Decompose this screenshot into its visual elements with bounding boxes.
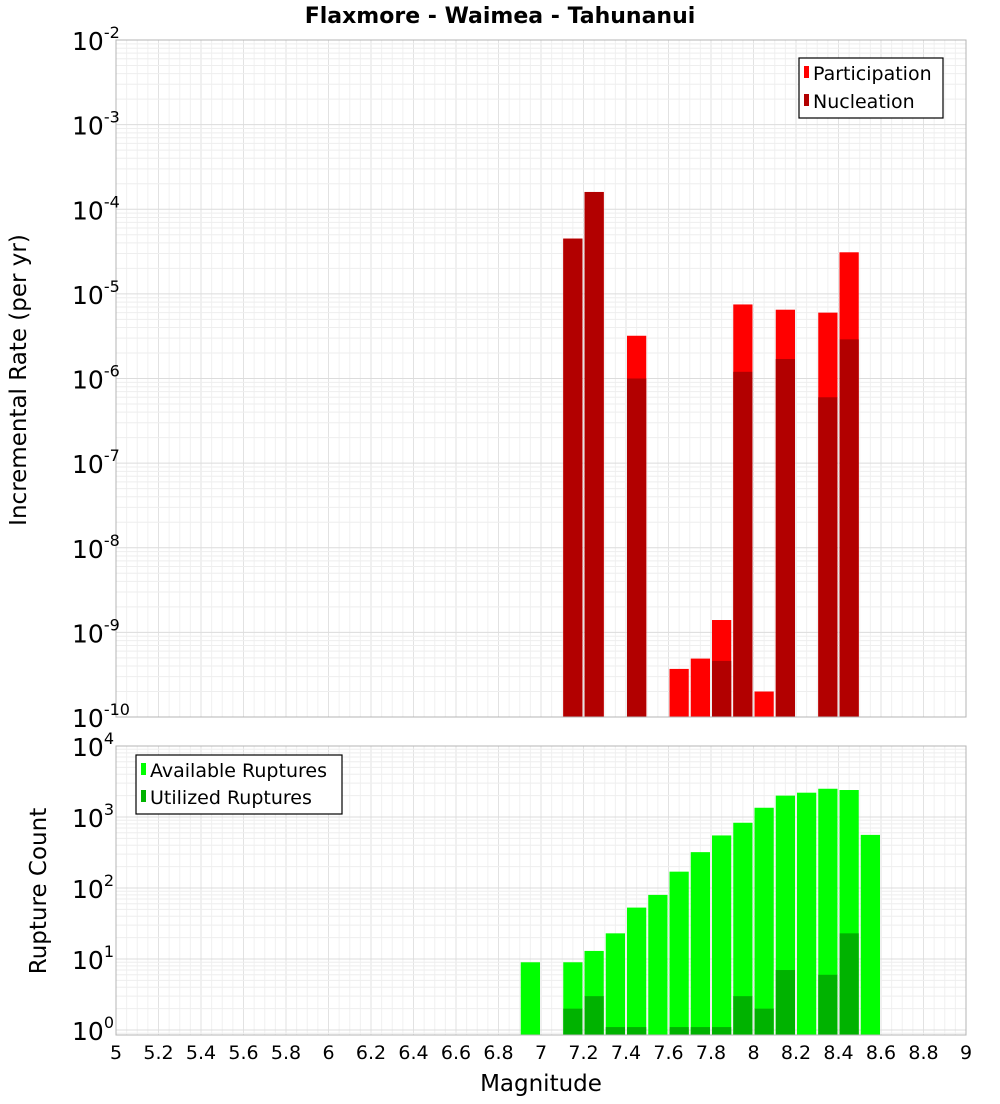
bar-available-ruptures: [797, 792, 817, 1035]
y-tick-label: 101: [72, 942, 114, 975]
bar-utilized-ruptures: [818, 974, 838, 1035]
x-tick-label: 7.2: [568, 1042, 598, 1064]
bar-nucleation: [712, 660, 732, 717]
x-tick-label: 8.4: [823, 1042, 853, 1064]
x-tick-label: 8.8: [908, 1042, 938, 1064]
bar-nucleation: [584, 191, 604, 718]
x-tick-label: 6: [322, 1042, 334, 1064]
x-tick-label: 9: [960, 1042, 972, 1064]
bar-utilized-ruptures: [669, 1027, 689, 1035]
bar-participation: [690, 658, 710, 717]
x-tick-label: 8.6: [866, 1042, 896, 1064]
y-tick-label: 10-4: [72, 192, 120, 225]
top-panel: 10-2 10-3 10-4 10-5 10-6 10-7 10-8 10-9 10-10 In…: [6, 23, 967, 733]
top-y-tick-labels: 10-2 10-3 10-4 10-5 10-6 10-7 10-8 10-9 10-10: [72, 23, 130, 733]
legend-swatch-participation: [804, 66, 809, 78]
y-tick-label: 102: [72, 871, 114, 904]
bar-available-ruptures: [627, 907, 647, 1035]
top-plot-border: [115, 39, 967, 718]
top-bars: [563, 191, 859, 718]
x-tick-label: 5.8: [271, 1042, 301, 1064]
bottom-y-axis-label: Rupture Count: [26, 808, 52, 974]
chart-title: Flaxmore - Waimea - Tahunanui: [305, 4, 696, 29]
bottom-y-tick-labels: 104 103 102 101 100: [72, 729, 114, 1046]
x-tick-label: 7.6: [653, 1042, 683, 1064]
legend-label-utilized-ruptures: Utilized Ruptures: [150, 787, 312, 809]
x-tick-label: 8: [747, 1042, 759, 1064]
bar-available-ruptures: [605, 933, 625, 1035]
bar-nucleation: [563, 238, 583, 717]
bar-utilized-ruptures: [775, 970, 795, 1035]
x-tick-label: 7.8: [696, 1042, 726, 1064]
bar-utilized-ruptures: [605, 1027, 625, 1035]
bar-available-ruptures: [520, 962, 540, 1035]
y-tick-label: 104: [72, 729, 114, 762]
bar-nucleation: [627, 378, 647, 717]
bottom-bars: [520, 788, 880, 1035]
bottom-legend-box: [135, 754, 343, 815]
bar-participation: [669, 668, 689, 717]
x-tick-label: 6.8: [483, 1042, 513, 1064]
bar-available-ruptures: [690, 852, 710, 1035]
y-tick-label: 10-8: [72, 531, 120, 564]
x-tick-label: 8.2: [781, 1042, 811, 1064]
bar-utilized-ruptures: [712, 1027, 732, 1035]
bar-utilized-ruptures: [733, 996, 753, 1035]
y-tick-label: 10-10: [72, 700, 130, 733]
bar-available-ruptures: [733, 822, 753, 1035]
y-tick-label: 10-5: [72, 277, 120, 310]
bottom-legend: Available Ruptures Utilized Ruptures: [135, 754, 343, 815]
x-tick-label: 7.4: [611, 1042, 641, 1064]
legend-swatch-available-ruptures: [141, 763, 146, 775]
x-tick-label: 6.2: [356, 1042, 386, 1064]
y-tick-label: 10-9: [72, 615, 120, 648]
top-y-axis-label: Incremental Rate (per yr): [6, 234, 32, 526]
x-tick-label: 5: [110, 1042, 122, 1064]
bar-nucleation: [839, 339, 859, 717]
legend-label-participation: Participation: [813, 63, 932, 85]
legend-label-available-ruptures: Available Ruptures: [150, 760, 327, 782]
x-tick-label: 5.4: [186, 1042, 216, 1064]
bar-available-ruptures: [712, 835, 732, 1035]
y-tick-label: 103: [72, 800, 114, 833]
bar-available-ruptures: [648, 894, 668, 1035]
bottom-panel: 104 103 102 101 100 5 5.2 5.4 5.6 5.8 6 6.2 6.4 6.6 6…: [26, 729, 972, 1097]
y-tick-label: 10-6: [72, 362, 120, 395]
bar-utilized-ruptures: [584, 996, 604, 1035]
legend-label-nucleation: Nucleation: [813, 91, 915, 113]
legend-swatch-nucleation: [804, 94, 809, 106]
x-tick-label: 5.6: [228, 1042, 258, 1064]
y-tick-label: 100: [72, 1013, 114, 1046]
bottom-plot-border: [115, 745, 967, 1036]
bar-utilized-ruptures: [627, 1027, 647, 1035]
top-gridlines: [115, 40, 967, 718]
legend-swatch-utilized-ruptures: [141, 790, 146, 802]
x-tick-label: 5.2: [143, 1042, 173, 1064]
bar-nucleation: [818, 397, 838, 717]
bar-nucleation: [733, 371, 753, 717]
bar-participation: [754, 691, 774, 717]
bar-utilized-ruptures: [563, 1008, 583, 1035]
y-tick-label: 10-2: [72, 23, 120, 56]
x-axis-label: Magnitude: [480, 1071, 602, 1097]
bar-utilized-ruptures: [839, 933, 859, 1035]
bar-utilized-ruptures: [690, 1027, 710, 1035]
x-tick-label: 7: [535, 1042, 547, 1064]
x-tick-label: 6.6: [441, 1042, 471, 1064]
top-legend: Participation Nucleation: [798, 57, 944, 119]
bottom-x-tick-labels: 5 5.2 5.4 5.6 5.8 6 6.2 6.4 6.6 6.8 7 7.2 7.4 7.6 7.8 8…: [110, 1042, 972, 1064]
y-tick-label: 10-7: [72, 446, 120, 479]
bar-available-ruptures: [860, 834, 880, 1035]
bar-available-ruptures: [754, 807, 774, 1035]
bar-nucleation: [775, 358, 795, 717]
bar-available-ruptures: [669, 871, 689, 1035]
top-legend-box: [798, 57, 944, 119]
bar-available-ruptures: [818, 788, 838, 1035]
x-tick-label: 6.4: [398, 1042, 428, 1064]
bar-utilized-ruptures: [754, 1008, 774, 1035]
y-tick-label: 10-3: [72, 108, 120, 141]
